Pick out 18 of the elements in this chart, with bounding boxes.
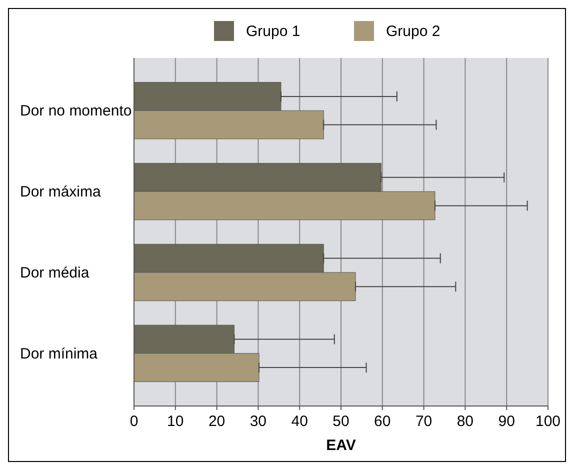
x-tick-label: 20	[208, 413, 226, 430]
x-tick-label: 10	[167, 413, 184, 430]
x-tick-label: 80	[456, 413, 474, 430]
x-tick-label: 50	[332, 413, 350, 430]
x-tick-label: 100	[535, 413, 561, 430]
y-tick-label: Dor máxima	[20, 184, 102, 201]
legend-label: Grupo 1	[246, 23, 300, 40]
x-tick-label: 40	[291, 413, 308, 430]
x-tick-label: 70	[415, 413, 432, 430]
x-tick-label: 90	[498, 413, 515, 430]
x-tick-label: 30	[250, 413, 267, 430]
y-tick-label: Dor média	[20, 264, 90, 282]
x-tick-label: 0	[130, 413, 138, 430]
x-axis-title: EAV	[326, 437, 356, 454]
y-tick-label: Dor no momento	[20, 102, 132, 120]
x-tick-label: 60	[374, 413, 391, 430]
y-tick-label: Dor mínima	[20, 345, 98, 362]
legend-label: Grupo 2	[386, 23, 440, 40]
